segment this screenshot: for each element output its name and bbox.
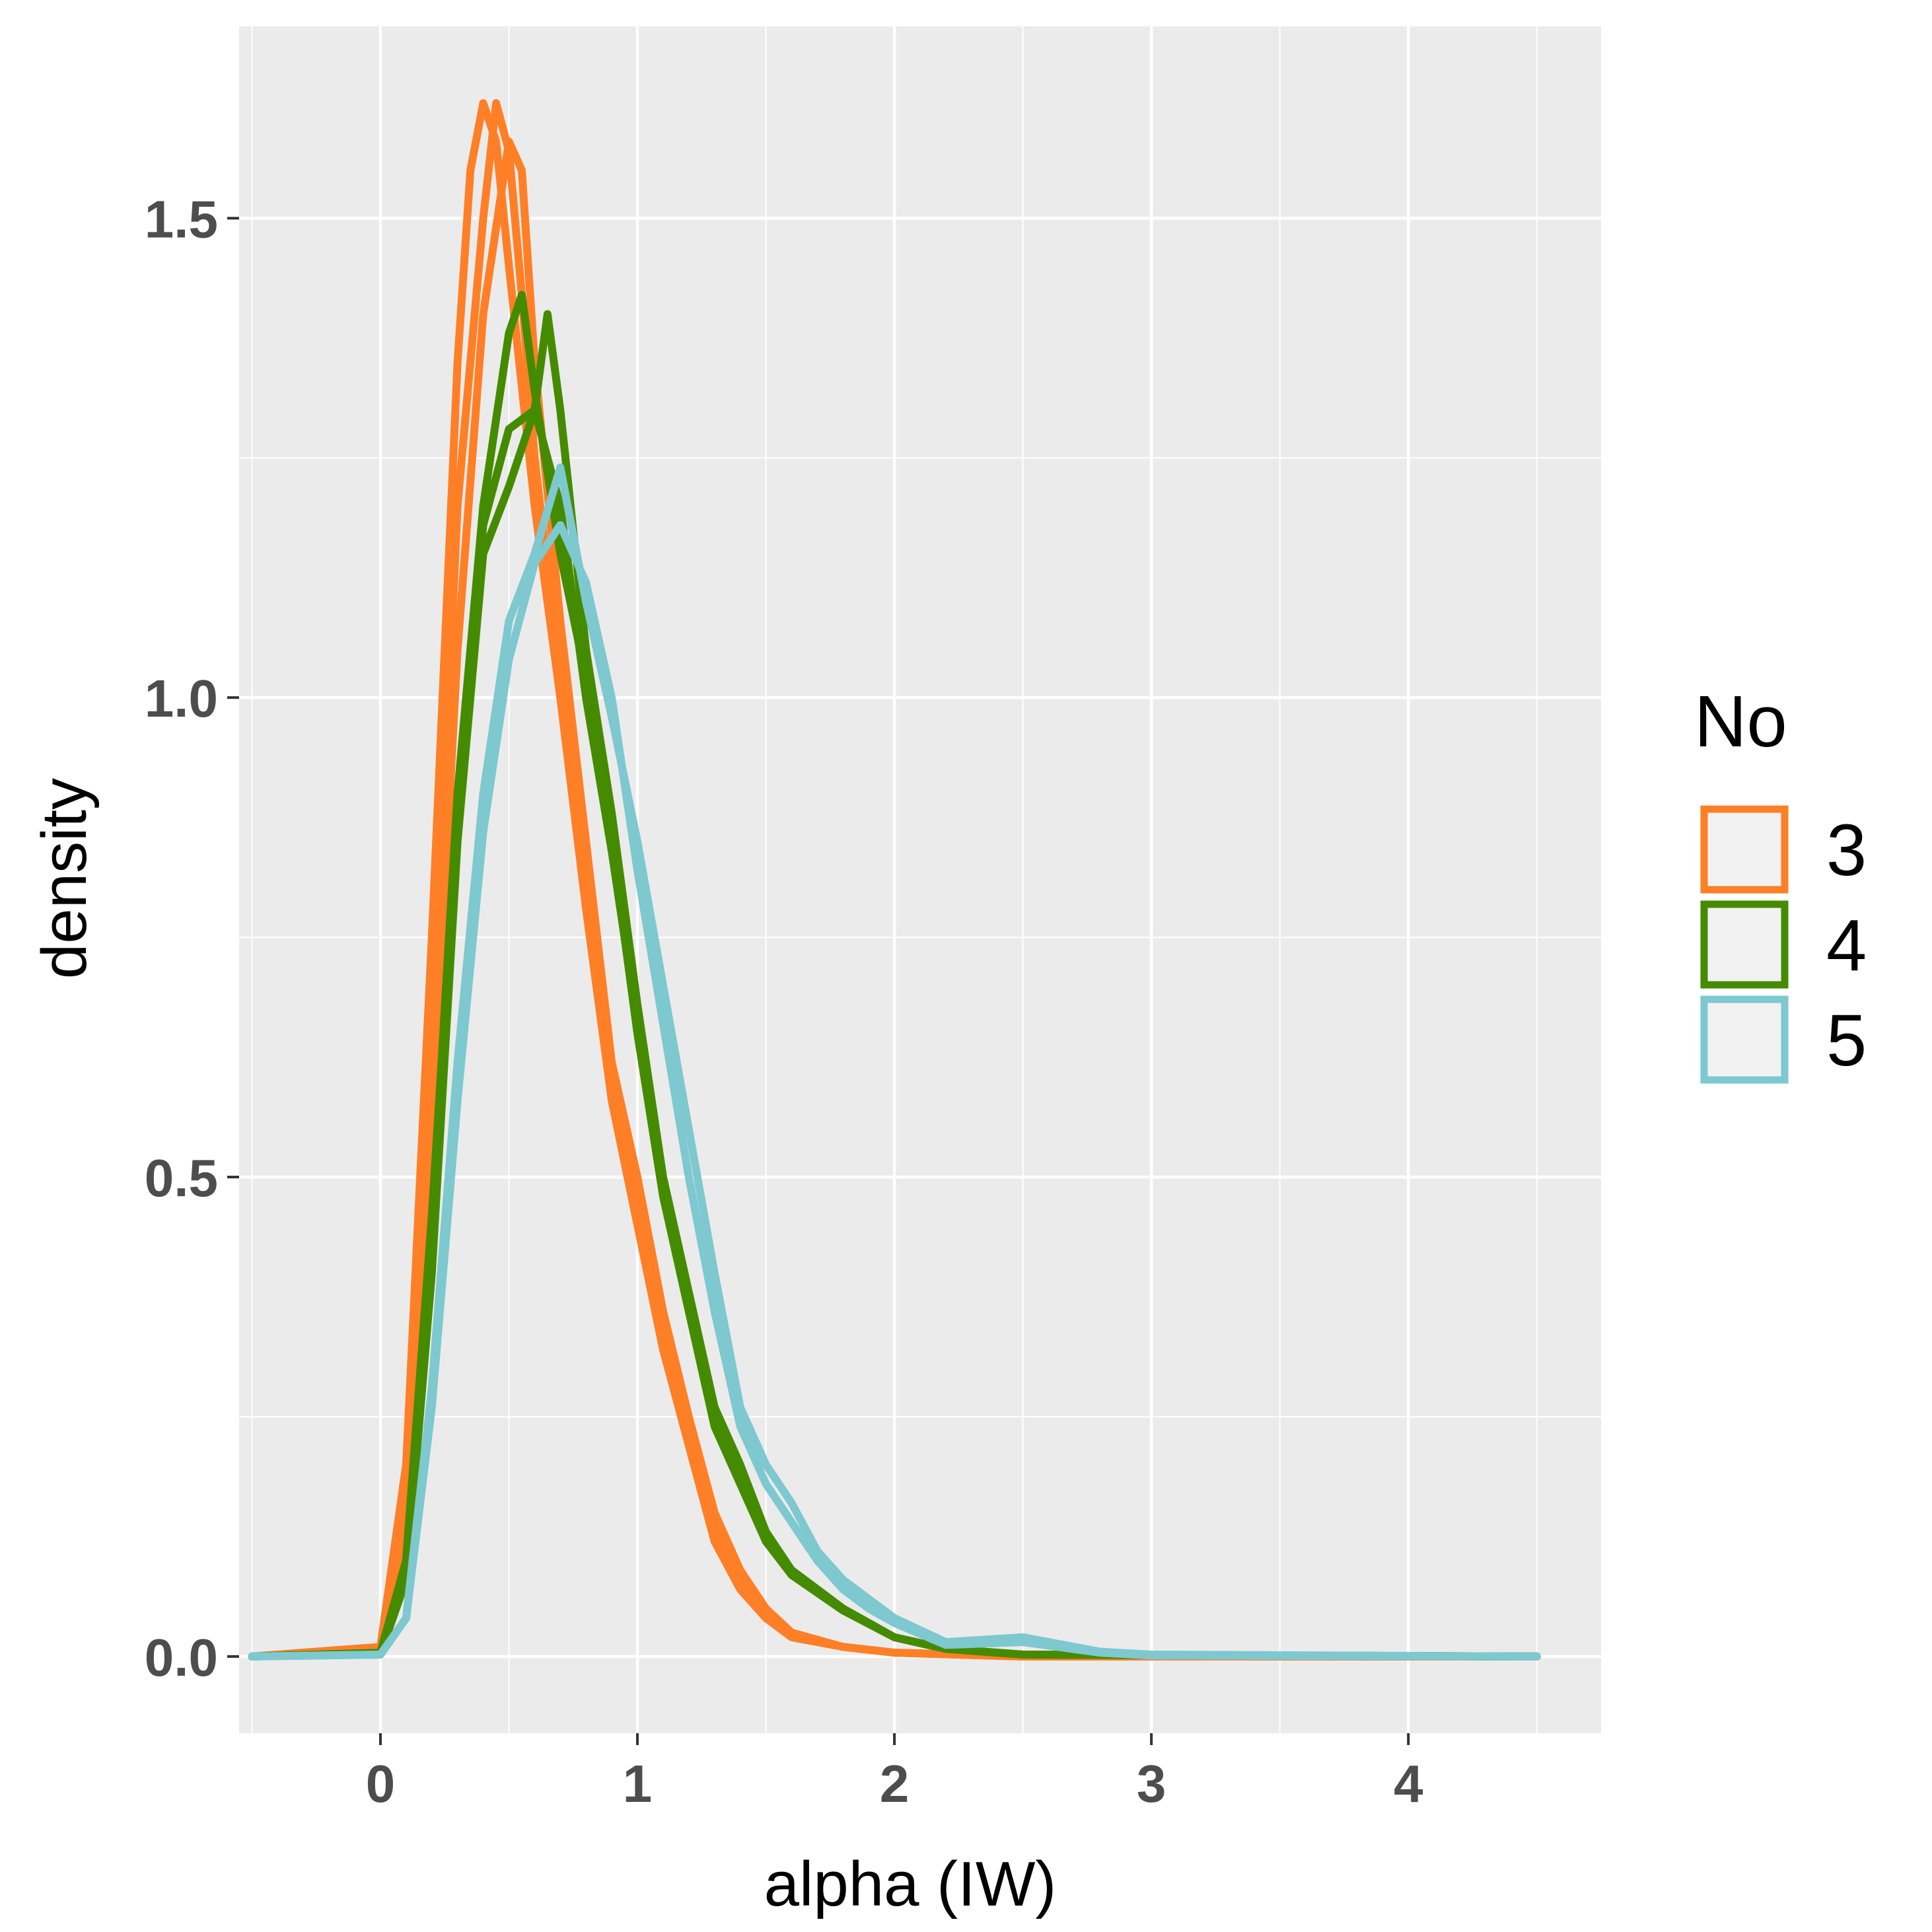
legend-title: No: [1694, 681, 1787, 762]
x-axis-title: alpha (IW): [764, 1849, 1057, 1919]
y-tick-label: 1.0: [145, 669, 218, 728]
x-tick-label: 3: [1137, 1754, 1166, 1813]
y-tick-label: 0.0: [145, 1628, 218, 1687]
y-tick-label: 0.5: [145, 1149, 218, 1207]
legend-label-4: 4: [1826, 905, 1867, 986]
legend-key-3: [1700, 805, 1789, 894]
x-tick-label: 4: [1394, 1754, 1423, 1813]
x-tick-label: 1: [623, 1754, 653, 1813]
y-tick-label: 1.5: [145, 190, 218, 248]
x-axis: 0 1 2 3 4: [366, 1733, 1423, 1813]
legend-label-5: 5: [1826, 1000, 1867, 1081]
series-line-3: [248, 137, 1541, 1661]
series-layer: [248, 99, 1541, 1661]
plot-panel: [239, 26, 1601, 1733]
y-axis: 0.0 0.5 1.0 1.5: [145, 190, 239, 1687]
x-tick-label: 2: [880, 1754, 910, 1813]
y-axis-title: density: [29, 778, 100, 979]
x-tick-label: 0: [366, 1754, 396, 1813]
series-line-5: [248, 520, 1541, 1661]
legend: No 3 4 5: [1694, 681, 1867, 1084]
series-line-4: [248, 406, 1541, 1661]
legend-label-3: 3: [1826, 810, 1867, 891]
legend-key-4: [1700, 900, 1789, 989]
legend-key-5: [1700, 995, 1789, 1084]
